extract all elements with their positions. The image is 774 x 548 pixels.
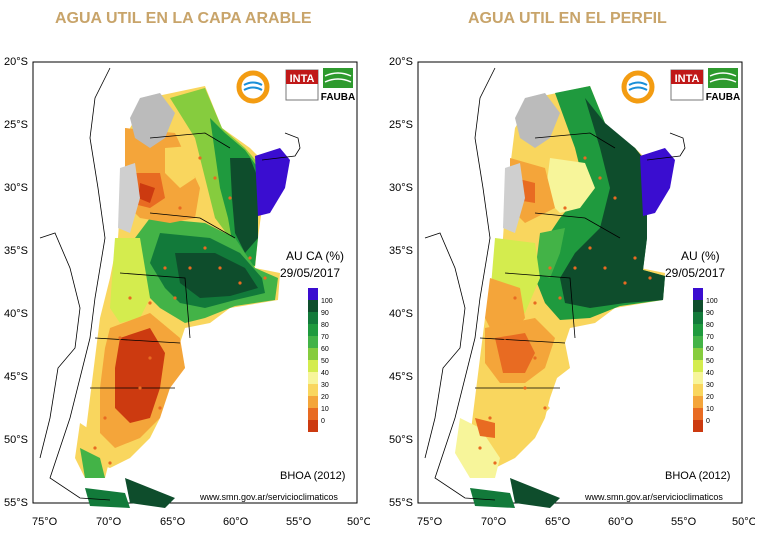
lon-label: 60°O xyxy=(608,516,634,528)
legend-title: AU CA (%) xyxy=(286,249,344,263)
inta-logo-text: INTA xyxy=(290,73,315,85)
model-label: BHOA (2012) xyxy=(280,470,345,482)
fauba-logo: FAUBA xyxy=(706,68,740,103)
lat-label: 30°S xyxy=(4,182,28,194)
legend-swatches xyxy=(693,288,703,432)
lat-label: 35°S xyxy=(389,245,413,257)
legend-level: 50 xyxy=(321,358,329,365)
lat-label: 25°S xyxy=(4,119,28,131)
fauba-logo-text: FAUBA xyxy=(706,92,740,103)
borders xyxy=(424,67,686,501)
lat-label: 40°S xyxy=(389,308,413,320)
legend: AU CA (%) 29/05/2017 100 90 80 70 60 50 … xyxy=(280,249,344,432)
lon-label: 70°O xyxy=(96,516,122,528)
lat-label: 35°S xyxy=(4,245,28,257)
legend-level: 20 xyxy=(706,394,714,401)
source-url: www.smn.gov.ar/servicioclimaticos xyxy=(199,492,338,502)
panel-title-left: AGUA UTIL EN LA CAPA ARABLE xyxy=(55,10,312,27)
legend-level: 50 xyxy=(706,358,714,365)
borders xyxy=(39,67,301,501)
logos: INTA FAUBA xyxy=(236,68,355,104)
lat-label: 25°S xyxy=(389,119,413,131)
legend-level: 90 xyxy=(321,310,329,317)
smn-logo xyxy=(621,70,655,104)
legend-levels: 100 90 80 70 60 50 40 30 20 10 0 xyxy=(321,298,333,425)
legend-level: 40 xyxy=(321,370,329,377)
fauba-logo: FAUBA xyxy=(321,68,355,103)
fauba-logo-text: FAUBA xyxy=(321,92,355,103)
lon-label: 65°O xyxy=(160,516,186,528)
lon-labels: 75°O 70°O 65°O 60°O 55°O 50°O xyxy=(32,516,373,528)
lon-label: 50°O xyxy=(732,516,755,528)
map-panel-arable: 20°S 25°S 30°S 35°S 40°S 45°S 50°S 55°S … xyxy=(0,38,373,543)
legend-level: 100 xyxy=(321,298,333,305)
water-field xyxy=(455,86,675,508)
legend-level: 20 xyxy=(321,394,329,401)
legend-date: 29/05/2017 xyxy=(280,266,340,280)
map-panel-profile: 20°S 25°S 30°S 35°S 40°S 45°S 50°S 55°S … xyxy=(385,38,758,543)
legend-levels: 100 90 80 70 60 50 40 30 20 10 0 xyxy=(706,298,718,425)
lon-label: 75°O xyxy=(32,516,58,528)
lon-label: 55°O xyxy=(671,516,697,528)
lat-labels: 20°S 25°S 30°S 35°S 40°S 45°S 50°S 55°S xyxy=(4,56,28,509)
lat-label: 20°S xyxy=(4,56,28,68)
legend-level: 10 xyxy=(321,406,329,413)
station-dots xyxy=(478,156,652,465)
lat-label: 45°S xyxy=(389,371,413,383)
legend: AU (%) 29/05/2017 100 90 80 70 60 50 40 … xyxy=(665,249,725,432)
legend-level: 80 xyxy=(321,322,329,329)
legend-level: 70 xyxy=(321,334,329,341)
lon-labels: 75°O 70°O 65°O 60°O 55°O 50°O xyxy=(417,516,758,528)
legend-title: AU (%) xyxy=(681,249,720,263)
station-dots xyxy=(93,156,267,465)
lon-label: 55°O xyxy=(286,516,312,528)
lat-labels: 20°S 25°S 30°S 35°S 40°S 45°S 50°S 55°S xyxy=(389,56,413,509)
lon-label: 70°O xyxy=(481,516,507,528)
lon-label: 75°O xyxy=(417,516,443,528)
map-arable: 20°S 25°S 30°S 35°S 40°S 45°S 50°S 55°S … xyxy=(4,56,373,528)
lat-label: 45°S xyxy=(4,371,28,383)
legend-level: 60 xyxy=(321,346,329,353)
panel-title-right: AGUA UTIL EN EL PERFIL xyxy=(468,10,667,27)
smn-logo xyxy=(236,70,270,104)
source-url: www.smn.gov.ar/servicioclimaticos xyxy=(584,492,723,502)
legend-level: 60 xyxy=(706,346,714,353)
lat-label: 20°S xyxy=(389,56,413,68)
lon-label: 60°O xyxy=(223,516,249,528)
logos: INTA FAUBA xyxy=(621,68,740,104)
water-field xyxy=(75,86,290,508)
legend-level: 0 xyxy=(321,418,325,425)
legend-level: 90 xyxy=(706,310,714,317)
lon-label: 50°O xyxy=(347,516,370,528)
legend-date: 29/05/2017 xyxy=(665,266,725,280)
lat-label: 40°S xyxy=(4,308,28,320)
legend-level: 30 xyxy=(321,382,329,389)
legend-swatches xyxy=(308,288,318,432)
model-label: BHOA (2012) xyxy=(665,470,730,482)
legend-level: 30 xyxy=(706,382,714,389)
lat-label: 55°S xyxy=(4,497,28,509)
legend-level: 70 xyxy=(706,334,714,341)
lon-label: 65°O xyxy=(545,516,571,528)
legend-level: 10 xyxy=(706,406,714,413)
inta-logo-text: INTA xyxy=(675,73,700,85)
lat-label: 50°S xyxy=(4,434,28,446)
legend-level: 0 xyxy=(706,418,710,425)
lat-label: 30°S xyxy=(389,182,413,194)
legend-level: 100 xyxy=(706,298,718,305)
legend-level: 80 xyxy=(706,322,714,329)
map-profile: 20°S 25°S 30°S 35°S 40°S 45°S 50°S 55°S … xyxy=(389,56,758,528)
lat-label: 55°S xyxy=(389,497,413,509)
legend-level: 40 xyxy=(706,370,714,377)
lat-label: 50°S xyxy=(389,434,413,446)
